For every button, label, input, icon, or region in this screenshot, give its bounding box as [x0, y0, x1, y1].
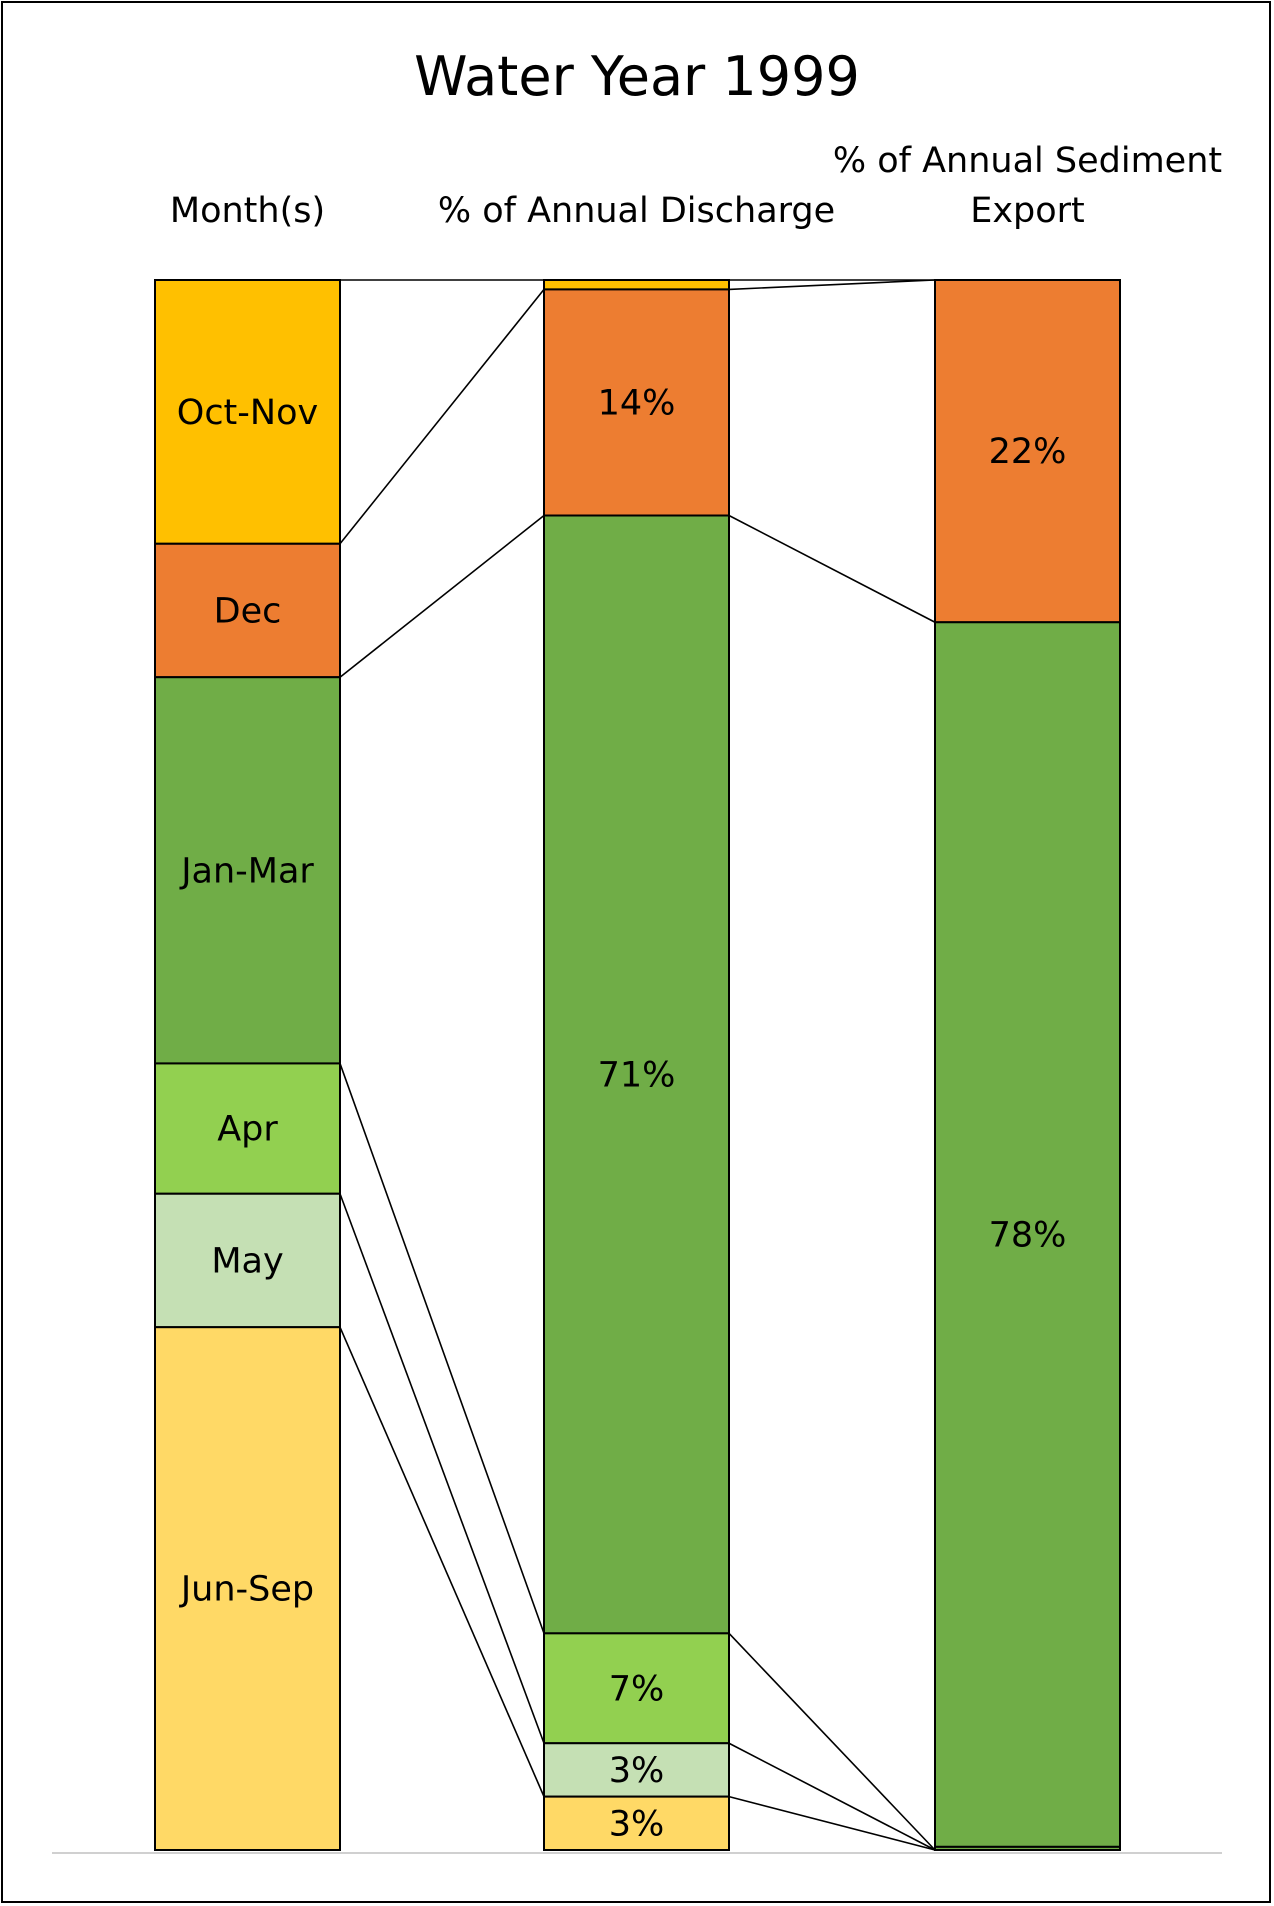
bar-col1-segment-1	[154, 279, 341, 545]
bar-label-col2-segment-3: 71%	[598, 1055, 676, 1095]
bar-label-col1-segment-4: Apr	[217, 1110, 278, 1150]
column-header-3-line-2: Export	[970, 191, 1085, 231]
bar-col1-segment-6	[154, 1326, 341, 1851]
connector-2-3-2	[728, 514, 936, 623]
connector-2-3-5	[728, 1795, 936, 1851]
bar-label-col3-segment-1: 22%	[989, 432, 1067, 472]
bar-label-col1-segment-6: Jun-Sep	[179, 1570, 314, 1610]
bar-col1-segment-2	[154, 542, 341, 679]
bar-col2-segment-4	[543, 1632, 730, 1745]
column-header-2: % of Annual Discharge	[438, 191, 835, 231]
connector-1-2-2	[339, 288, 545, 545]
bar-col3-segment-1	[934, 279, 1121, 624]
bar-label-col2-segment-2: 14%	[598, 383, 676, 423]
bar-label-col2-segment-5: 3%	[609, 1751, 665, 1791]
connector-2-3-3	[728, 1632, 936, 1851]
bar-label-col1-segment-3: Jan-Mar	[179, 851, 314, 891]
bar-label-col2-segment-4: 7%	[609, 1669, 665, 1709]
bar-col1-segment-4	[154, 1062, 341, 1195]
bar-col1-segment-3	[154, 676, 341, 1065]
connector-1-2-3	[339, 514, 545, 678]
bar-col2-segment-5	[543, 1742, 730, 1798]
bar-col2-segment-1	[543, 279, 730, 291]
bar-col3-segment-3	[934, 1845, 1121, 1851]
bar-label-col3-segment-2: 78%	[989, 1216, 1067, 1256]
chart-title: Water Year 1999	[414, 45, 860, 108]
bar-label-col1-segment-1: Oct-Nov	[177, 393, 318, 433]
bar-col2-segment-6	[543, 1795, 730, 1851]
bar-label-col1-segment-2: Dec	[214, 591, 282, 631]
connector-2-3-4	[728, 1742, 936, 1851]
bar-col2-segment-2	[543, 288, 730, 517]
connector-1-2-5	[339, 1193, 545, 1744]
column-header-3-line-1: % of Annual Sediment	[833, 141, 1222, 181]
bar-col3-segment-2	[934, 621, 1121, 1848]
connector-1-2-6	[339, 1326, 545, 1797]
connector-2-3-1	[728, 279, 936, 291]
column-header-1: Month(s)	[170, 191, 325, 231]
connector-1-2-4	[339, 1063, 545, 1634]
bar-label-col2-segment-6: 3%	[609, 1804, 665, 1844]
bar-label-col1-segment-5: May	[211, 1241, 283, 1281]
bar-col1-segment-5	[154, 1192, 341, 1329]
